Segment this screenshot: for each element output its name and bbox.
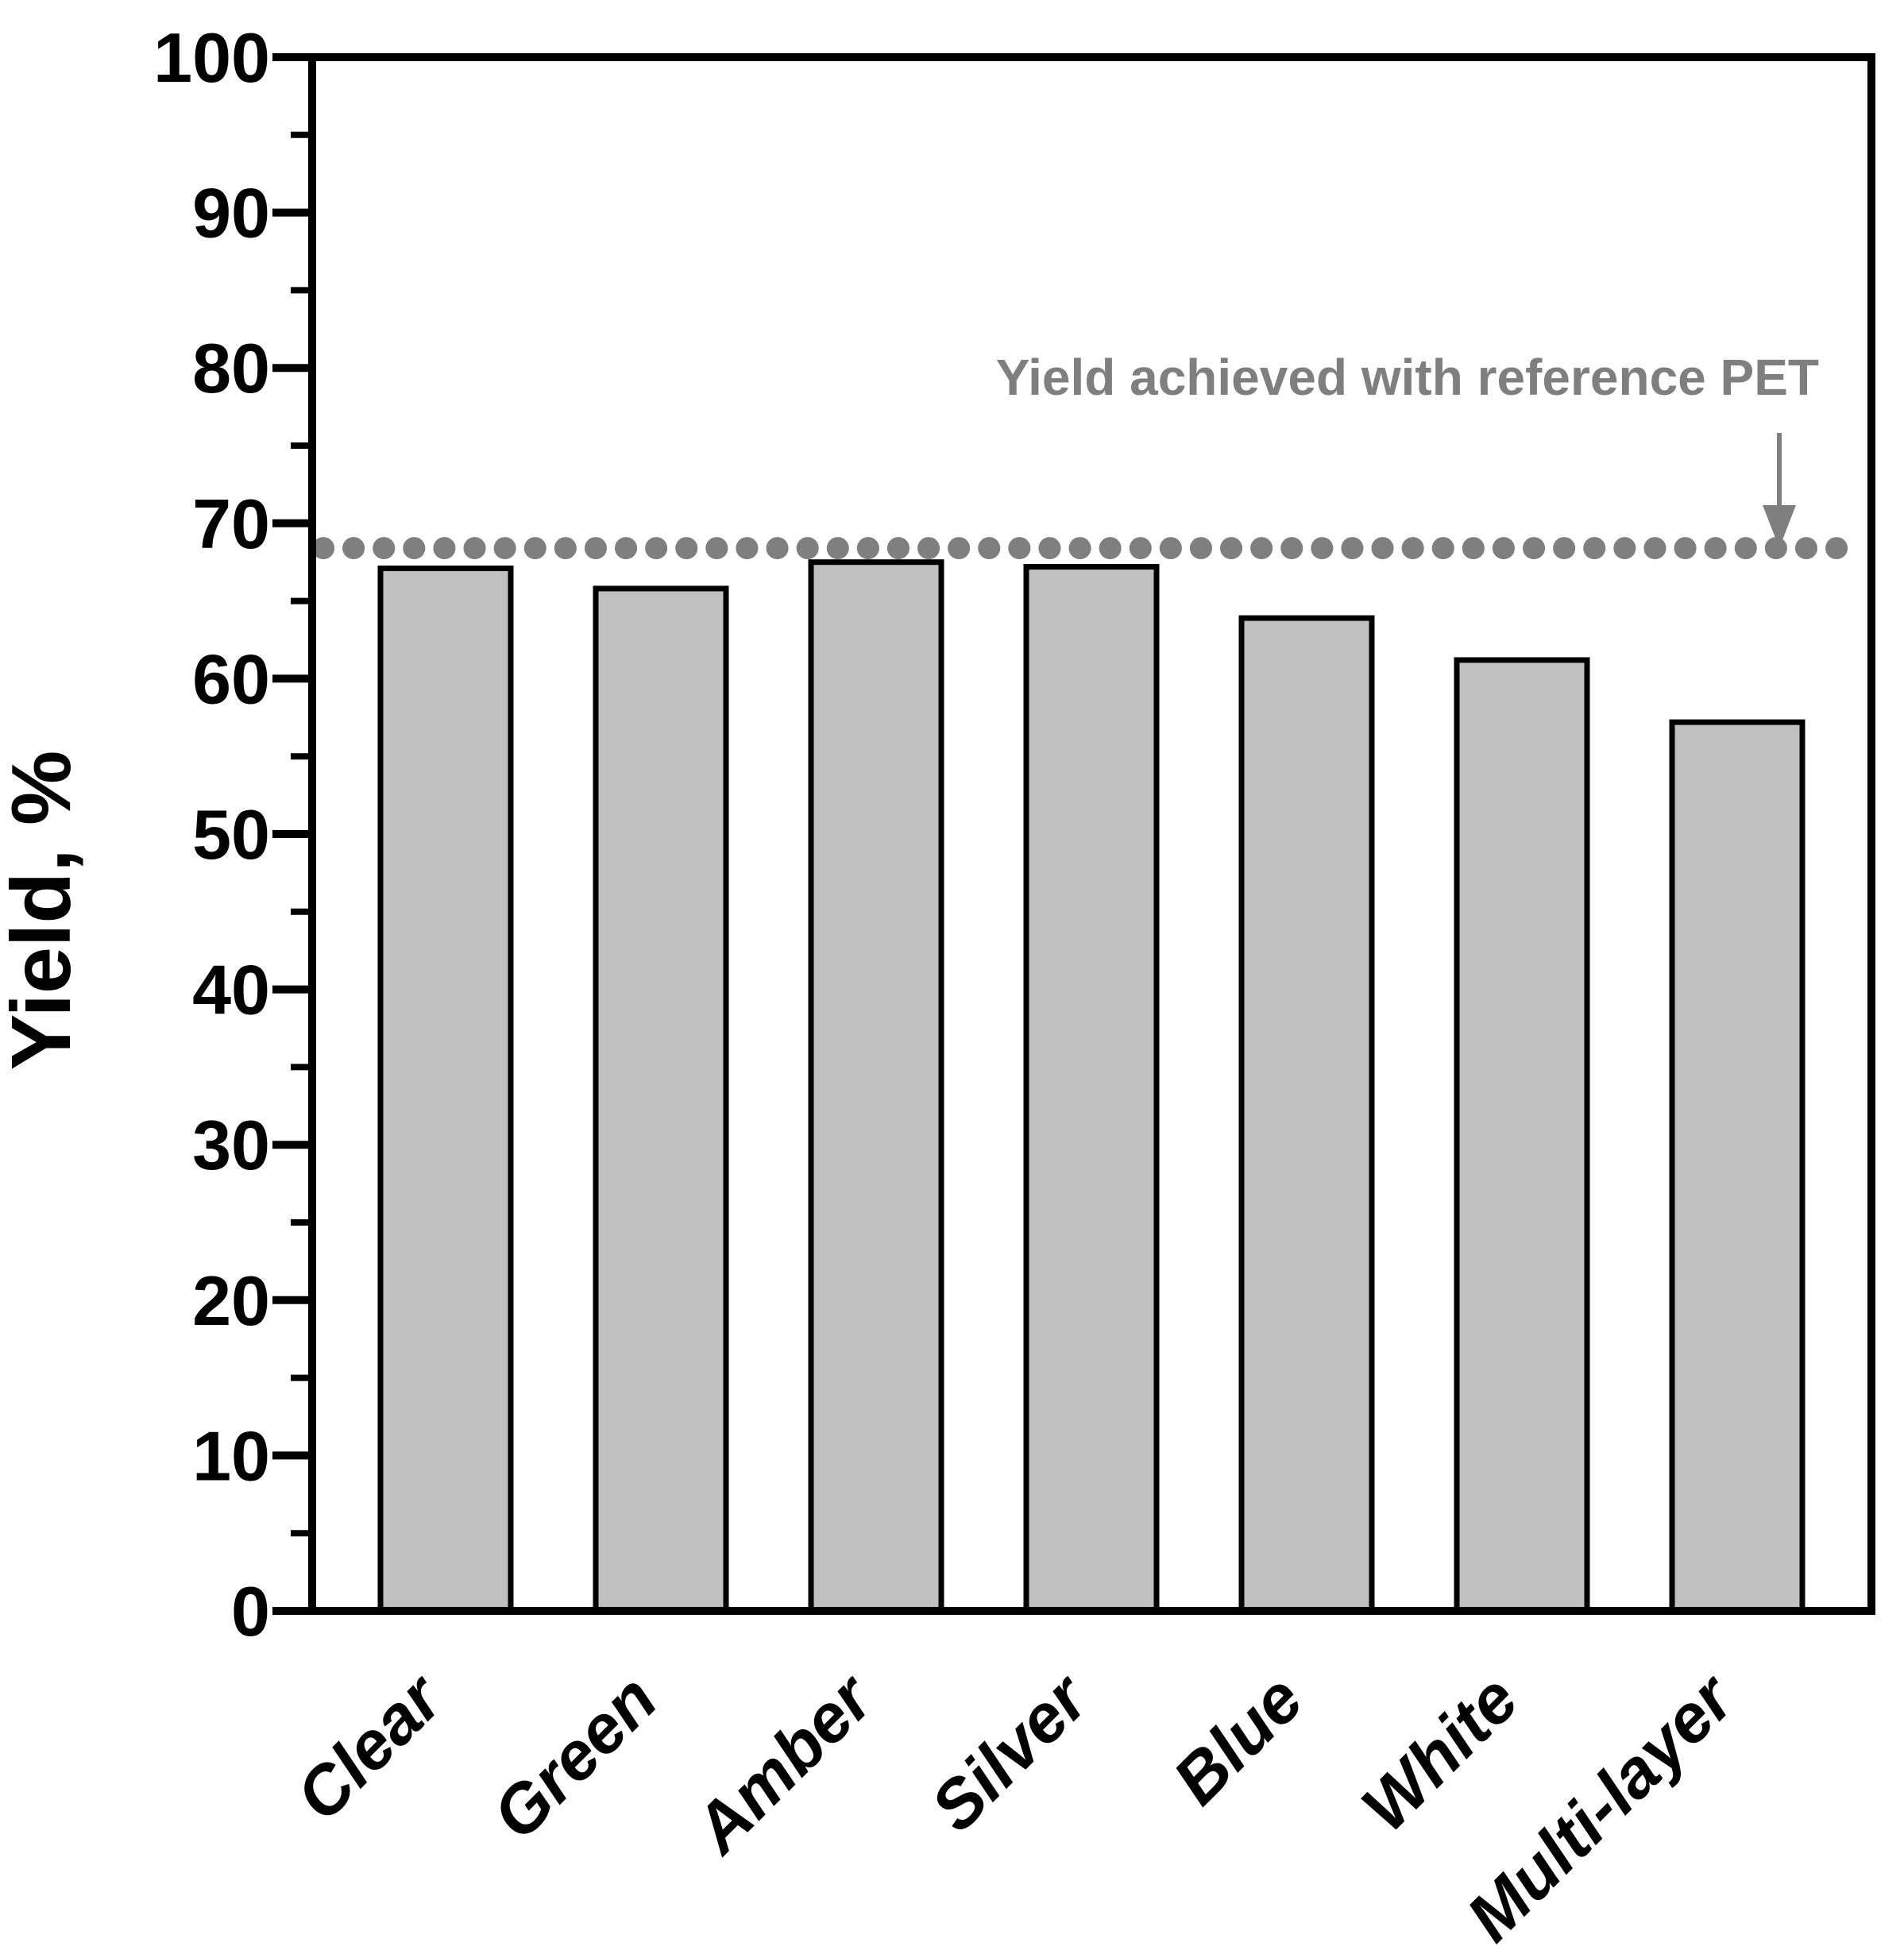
x-category-label-clear: Clear: [281, 1658, 458, 1835]
x-category-label-green: Green: [478, 1661, 672, 1855]
x-category-label-silver: Silver: [917, 1658, 1105, 1846]
x-category-label-blue: Blue: [1159, 1661, 1318, 1820]
x-category-label-amber: Amber: [679, 1658, 890, 1868]
down-arrow-head-icon: [1763, 505, 1796, 548]
y-tick-label: 70: [192, 485, 270, 563]
y-tick-label: 30: [192, 1106, 270, 1184]
bar-clear: [377, 566, 514, 1614]
bar-white: [1454, 657, 1590, 1614]
bar-amber: [808, 559, 944, 1614]
y-axis-title: Yield, %: [0, 751, 88, 1071]
y-tick-label: 90: [192, 174, 270, 253]
y-tick-label: 80: [192, 329, 270, 407]
reference-annotation: Yield achieved with reference PET: [996, 349, 1819, 406]
y-tick-label: 10: [192, 1416, 270, 1495]
y-tick-label: 100: [153, 18, 270, 97]
y-tick-label: 20: [192, 1261, 270, 1340]
y-tick-label: 0: [231, 1572, 270, 1651]
bar-green: [593, 585, 729, 1614]
y-tick-label: 50: [192, 795, 270, 874]
bar-silver: [1023, 564, 1160, 1614]
bar-multi-layer: [1669, 719, 1806, 1614]
y-tick-label: 60: [192, 639, 270, 718]
bar-blue: [1238, 615, 1375, 1614]
y-tick-label: 40: [192, 951, 270, 1029]
x-category-label-white: White: [1347, 1661, 1532, 1846]
